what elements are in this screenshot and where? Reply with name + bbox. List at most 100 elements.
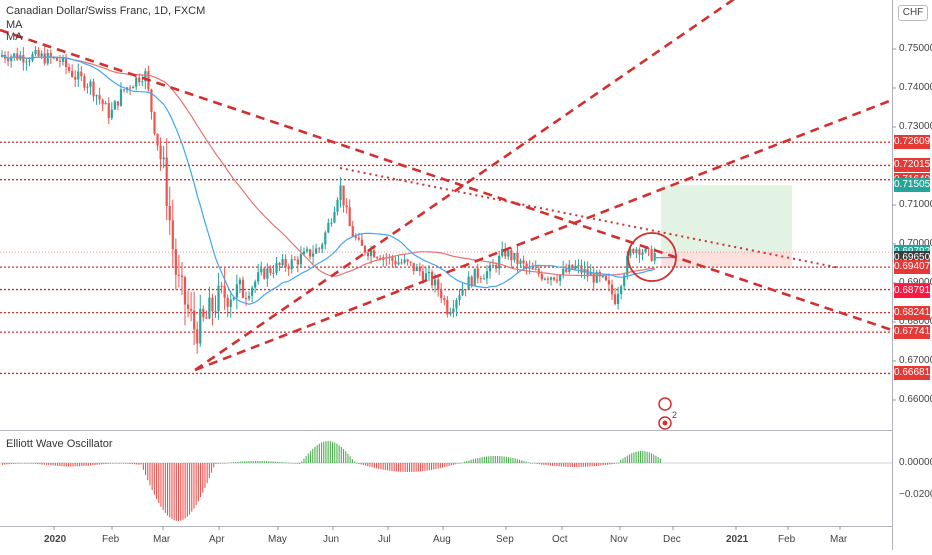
candle-body <box>113 101 116 110</box>
candle-body <box>174 249 177 275</box>
candle-body <box>28 60 31 62</box>
osc-bar <box>657 457 659 463</box>
candle-body <box>552 277 556 280</box>
osc-bar <box>382 463 384 470</box>
osc-bar <box>505 456 507 463</box>
candle-body <box>400 262 403 264</box>
osc-bar <box>310 451 312 463</box>
price-level-label: 0.66681 <box>894 366 931 381</box>
osc-bar <box>659 458 661 463</box>
osc-bar <box>252 461 254 463</box>
osc-bar <box>255 461 257 463</box>
osc-bar <box>477 458 479 463</box>
osc-bar <box>499 456 501 463</box>
osc-bar <box>224 462 226 464</box>
candle-body <box>321 244 324 249</box>
candle-body <box>406 259 409 262</box>
candle-body <box>269 268 272 273</box>
osc-bar <box>596 463 598 466</box>
candle-body <box>647 248 650 250</box>
candle-body <box>430 271 434 286</box>
osc-bar <box>233 462 235 463</box>
osc-bar <box>226 462 228 464</box>
osc-bar <box>248 461 250 463</box>
osc-bar <box>222 463 224 464</box>
price-axis-tick: 0.73000 <box>899 121 932 132</box>
candle-body <box>333 211 336 223</box>
osc-bar <box>151 463 153 491</box>
osc-bar <box>400 463 402 472</box>
candle-body <box>452 308 455 313</box>
candle-body <box>620 286 623 294</box>
osc-bar <box>607 463 609 465</box>
price-axis-tick: 0.67000 <box>899 355 932 366</box>
candle-body <box>0 54 4 57</box>
osc-bar <box>171 463 173 520</box>
osc-bar <box>52 463 54 466</box>
currency-badge[interactable]: CHF <box>898 5 928 21</box>
ma-indicator-label[interactable]: MA <box>6 19 23 31</box>
osc-bar <box>373 463 375 468</box>
osc-bar <box>261 461 263 463</box>
osc-bar <box>490 456 492 463</box>
candle-body <box>437 279 440 290</box>
osc-bar <box>131 463 133 465</box>
osc-bar <box>164 463 166 513</box>
osc-bar <box>123 463 125 464</box>
osc-bar <box>360 463 362 465</box>
osc-bar <box>464 461 466 463</box>
candle-body <box>574 265 577 270</box>
candle-body <box>342 185 345 206</box>
osc-bar <box>37 463 39 465</box>
osc-bar <box>343 449 345 463</box>
oscillator-title: Elliott Wave Oscillator <box>6 438 113 450</box>
osc-bar <box>530 463 532 464</box>
osc-bar <box>481 457 483 463</box>
osc-bar <box>323 441 325 463</box>
candle-body <box>473 268 476 286</box>
osc-bar <box>292 463 294 464</box>
time-axis-tick: Aug <box>433 534 451 545</box>
candle-body <box>229 299 232 307</box>
osc-bar <box>613 463 615 464</box>
osc-bar <box>354 461 356 463</box>
ma-indicator-label-2[interactable]: MA <box>6 31 23 43</box>
osc-bar <box>435 463 437 470</box>
osc-bar <box>301 461 303 463</box>
osc-bar <box>646 451 648 463</box>
osc-bar <box>591 463 593 467</box>
osc-bar <box>169 463 171 518</box>
time-axis-tick: Jun <box>323 534 340 545</box>
candle-body <box>168 205 171 221</box>
osc-bar <box>246 461 248 463</box>
osc-bar <box>503 456 505 463</box>
price-level-label: 0.68241 <box>894 305 931 320</box>
osc-bar <box>512 458 514 463</box>
osc-bar <box>391 463 393 471</box>
candle-body <box>211 297 214 312</box>
osc-bar <box>369 463 371 467</box>
trend-line-dotted <box>339 167 841 269</box>
candle-body <box>366 252 370 257</box>
osc-bar <box>635 451 637 463</box>
candle-body <box>116 101 119 106</box>
candle-body <box>202 308 205 318</box>
osc-bar <box>534 463 536 464</box>
osc-bar <box>362 463 364 466</box>
osc-bar <box>206 463 208 483</box>
osc-bar <box>576 463 578 467</box>
candle-body <box>257 272 260 282</box>
osc-bar <box>356 463 358 464</box>
candle-body <box>40 53 43 57</box>
candle-body <box>235 284 238 298</box>
candle-body <box>238 279 241 285</box>
candle-body <box>80 71 83 77</box>
osc-bar <box>24 463 26 464</box>
osc-bar <box>602 463 604 466</box>
osc-bar <box>640 451 642 463</box>
candle-body <box>83 76 86 88</box>
candle-body <box>537 268 540 275</box>
osc-bar <box>272 461 274 463</box>
